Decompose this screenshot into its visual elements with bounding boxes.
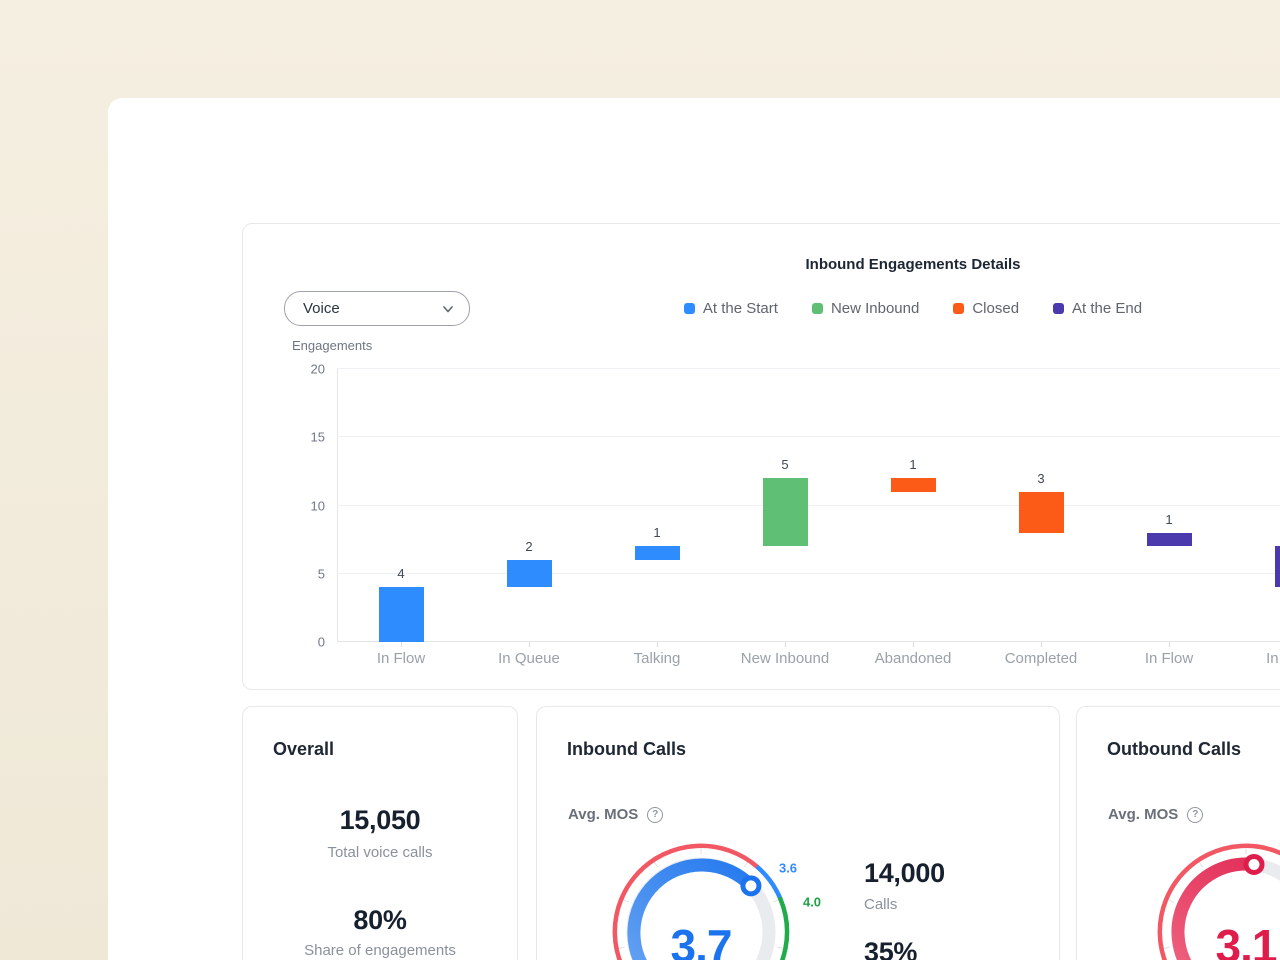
- x-tick: [657, 642, 658, 647]
- bar-in-flow: [1146, 532, 1192, 547]
- y-tick-label: 5: [317, 566, 325, 582]
- overall-card-title: Overall: [273, 739, 335, 759]
- bar-value-label: 2: [525, 539, 533, 555]
- outbound-calls-card: Outbound Calls Avg. MOS ? 1.0 3.6 4.0 5.…: [1076, 706, 1280, 960]
- outbound-mos-value: 3.1: [1215, 920, 1278, 960]
- avg-mos-label: Avg. MOS: [568, 806, 639, 823]
- legend-item-new-inbound[interactable]: New Inbound: [811, 300, 920, 317]
- legend-label: Closed: [972, 300, 1020, 317]
- share-of-engagements-value: 80%: [353, 905, 407, 935]
- inbound-avg-mos-row: Avg. MOS ?: [568, 806, 664, 823]
- inbound-mos-value: 3.7: [670, 920, 733, 960]
- main-content-surface: Inbound Engagements Details Voice At the…: [108, 98, 1280, 960]
- inbound-calls-value: 14,000: [864, 858, 945, 888]
- outbound-mos-gauge: 1.0 3.6 4.0 5.0 3.1 Bad: [1096, 832, 1280, 960]
- bar-value-label: 3: [1037, 470, 1045, 486]
- inbound-calls-card: Inbound Calls Avg. MOS ? 1.0 3.6 4.0 5.0…: [536, 706, 1060, 960]
- y-tick-label: 20: [310, 361, 325, 377]
- bar-in-queue: [1274, 546, 1280, 588]
- legend-label: At the Start: [702, 300, 778, 317]
- gridline: [337, 572, 1280, 574]
- legend-swatch-green: [811, 303, 823, 314]
- x-category-label: Completed: [1004, 650, 1078, 667]
- gauge-threshold2-label: 4.0: [802, 894, 822, 910]
- legend-item-closed[interactable]: Closed: [953, 300, 1019, 317]
- x-category-label: Talking: [633, 650, 681, 667]
- inbound-engagements-chart-card: Inbound Engagements Details Voice At the…: [242, 223, 1280, 690]
- x-tick: [529, 642, 530, 647]
- bar-value-label: 5: [781, 457, 789, 473]
- y-tick-label: 15: [310, 429, 325, 445]
- x-tick: [785, 642, 786, 647]
- legend-item-at-the-start[interactable]: At the Start: [683, 300, 778, 317]
- gridline: [337, 368, 1280, 369]
- x-tick: [1169, 642, 1170, 647]
- channel-select-value: Voice: [303, 300, 340, 317]
- total-voice-calls-label: Total voice calls: [327, 844, 433, 861]
- x-category-label: New Inbound: [740, 650, 830, 667]
- bar-abandoned: [890, 478, 936, 492]
- chart-title: Inbound Engagements Details: [805, 256, 1021, 273]
- bar-plot: 0 5 10 15 20 4 In Flow 2 In Queue 1 Talking 5 New In…: [311, 362, 1280, 667]
- bar-value-label: 1: [1165, 511, 1173, 527]
- x-category-label: In Queue: [1266, 650, 1280, 667]
- x-category-label: Abandoned: [874, 650, 952, 667]
- bad-calls-value: 35%: [864, 937, 918, 960]
- legend-label: New Inbound: [830, 300, 920, 317]
- inbound-card-title: Inbound Calls: [567, 739, 686, 759]
- y-tick-label: 10: [310, 498, 325, 513]
- x-category-label: In Queue: [498, 650, 560, 667]
- chart-legend: At the Start New Inbound Closed At the E…: [243, 300, 1280, 317]
- total-voice-calls-value: 15,050: [339, 805, 421, 835]
- inbound-mos-gauge: 1.0 3.6 4.0 5.0 3.7 OK: [551, 832, 851, 960]
- legend-swatch-orange: [953, 303, 965, 314]
- legend-swatch-indigo: [1053, 303, 1065, 314]
- bar-value-label: 1: [653, 525, 661, 541]
- gridline: [337, 436, 1280, 438]
- chevron-down-icon: [441, 302, 455, 316]
- gridline: [337, 641, 1280, 642]
- x-category-label: In Flow: [1144, 650, 1194, 667]
- gridline: [337, 504, 1280, 506]
- avg-mos-label: Avg. MOS: [1108, 806, 1179, 823]
- gauge-threshold1-label: 3.6: [778, 860, 798, 876]
- y-axis-name: Engagements: [292, 338, 373, 353]
- bar-value-label: 1: [909, 457, 917, 473]
- bar-completed: [1018, 491, 1064, 533]
- outbound-card-title: Outbound Calls: [1107, 739, 1241, 759]
- legend-label: At the End: [1072, 300, 1143, 317]
- question-circle-icon[interactable]: ?: [647, 806, 664, 823]
- channel-select[interactable]: Voice: [284, 291, 470, 326]
- bar-value-label: 3: [1233, 525, 1280, 540]
- x-tick: [401, 642, 402, 647]
- bar-talking: [634, 546, 680, 561]
- x-tick: [913, 642, 914, 647]
- overall-card: Overall 15,050 Total voice calls 80% Sha…: [242, 706, 518, 960]
- share-of-engagements-label: Share of engagements: [304, 942, 456, 959]
- legend-item-at-the-end[interactable]: At the End: [1053, 300, 1142, 317]
- y-axis-line: [337, 369, 338, 642]
- x-category-label: In Flow: [376, 650, 426, 667]
- x-tick: [1041, 642, 1042, 647]
- bar-in-queue: [506, 560, 552, 588]
- y-tick-label: 0: [317, 634, 325, 650]
- outbound-avg-mos-row: Avg. MOS ?: [1108, 806, 1204, 823]
- bar-in-flow: [378, 587, 424, 642]
- legend-swatch-blue: [683, 303, 695, 314]
- bar-value-label: 4: [397, 566, 405, 582]
- question-circle-icon[interactable]: ?: [1187, 806, 1204, 823]
- bar-new-inbound: [762, 478, 808, 547]
- inbound-calls-label: Calls: [864, 896, 898, 913]
